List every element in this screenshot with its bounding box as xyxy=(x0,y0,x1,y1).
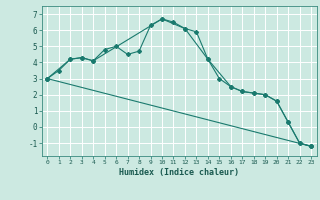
X-axis label: Humidex (Indice chaleur): Humidex (Indice chaleur) xyxy=(119,168,239,177)
